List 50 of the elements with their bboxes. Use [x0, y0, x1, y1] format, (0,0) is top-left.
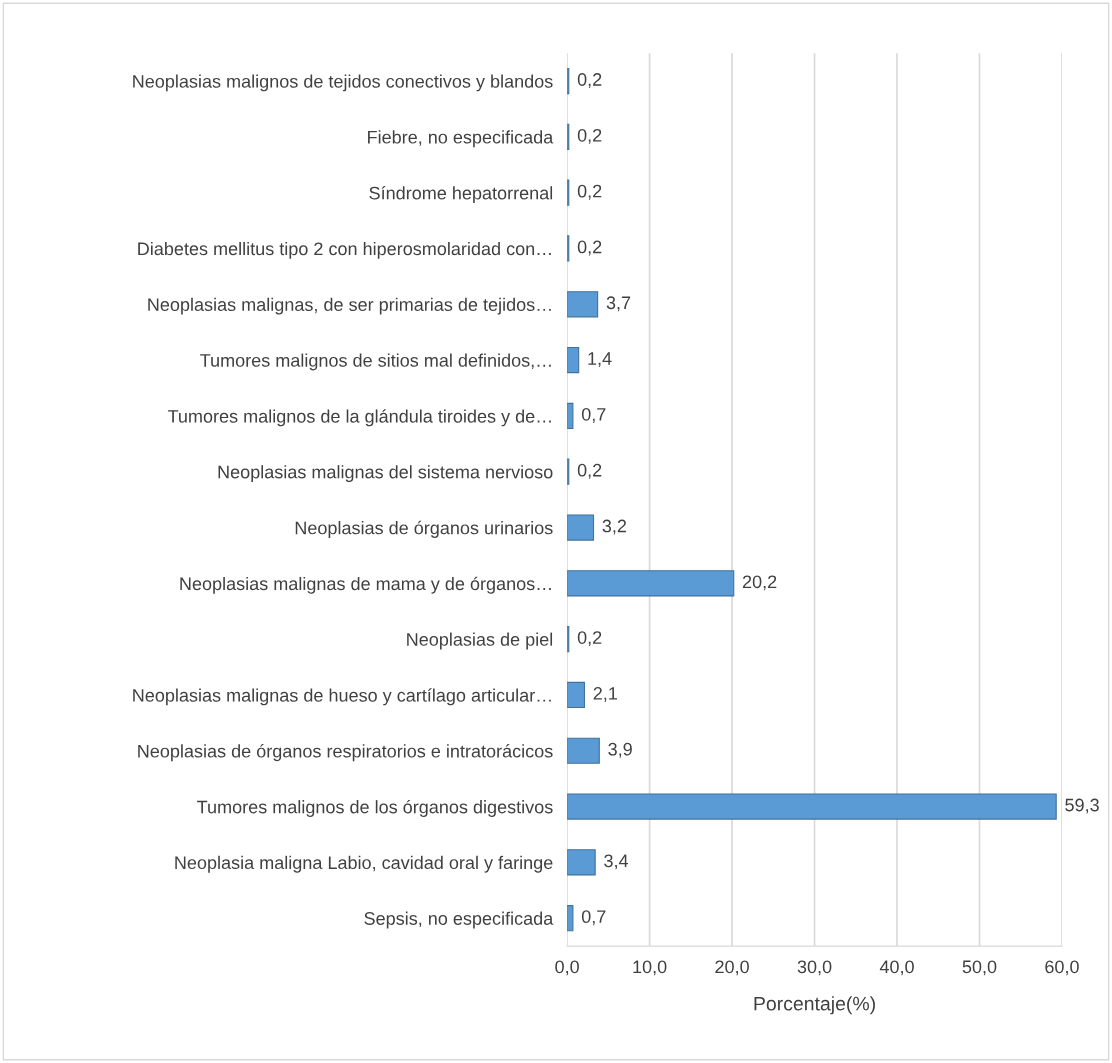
bar — [567, 402, 574, 430]
y-tick-label: Neoplasias de órganos respiratorios e intratorácicos — [138, 744, 553, 762]
x-tick-label: 40,0 — [879, 960, 914, 976]
bar — [567, 849, 596, 876]
x-tick-label: 10,0 — [633, 960, 667, 976]
data-label: 1,4 — [588, 352, 612, 368]
y-tick-label: Síndrome hepatorrenal — [369, 186, 553, 204]
bar — [567, 905, 574, 932]
data-label: 0,2 — [577, 73, 602, 89]
y-tick-label: Neoplasias de piel — [407, 632, 553, 650]
x-tick-label: 0,0 — [555, 960, 579, 976]
data-label: 2,1 — [593, 687, 617, 702]
y-tick-label: Neoplasias de órganos urinarios — [295, 520, 553, 538]
y-tick-label: Tumores malignos de la glándula tiroides y de… — [167, 409, 551, 427]
data-label: 3,7 — [606, 296, 631, 312]
data-label: 0,7 — [581, 910, 606, 926]
x-tick-label: 30,0 — [797, 960, 832, 976]
y-tick-label: Neoplasias malignos de tejidos conectivos y blandos — [133, 74, 553, 92]
data-label: 3,9 — [608, 742, 632, 758]
y-tick-label: Neoplasias malignas de mama y de órganos… — [180, 576, 551, 594]
y-tick-label: Neoplasias malignas del sistema nervioso — [218, 465, 553, 482]
bar — [567, 291, 599, 318]
y-tick-label: Neoplasias malignas, de ser primarias de tejidos… — [148, 297, 551, 315]
data-label: 0,2 — [577, 128, 602, 144]
y-tick-label: Tumores malignos de sitios mal definidos,… — [200, 353, 551, 371]
data-label: 3,2 — [602, 519, 627, 535]
data-label: 0,2 — [577, 631, 602, 647]
bar — [567, 570, 735, 597]
bar — [567, 681, 585, 709]
y-tick-label: Neoplasias malignas de hueso y cartílago articular… — [133, 688, 551, 706]
y-tick-label: Sepsis, no especificada — [364, 911, 554, 929]
data-label: 20,2 — [742, 575, 777, 591]
bar — [567, 514, 595, 541]
y-tick-label: Neoplasia maligna Labio, cavidad oral y faringe — [175, 855, 553, 873]
x-tick-label: 20,0 — [715, 960, 749, 976]
data-label: 59,3 — [1065, 798, 1099, 814]
data-label: 3,4 — [604, 854, 629, 870]
bar — [567, 737, 600, 764]
y-tick-label: Tumores malignos de los órganos digestivos — [197, 799, 553, 817]
x-axis-title: Porcentaje(%) — [754, 996, 875, 1015]
x-tick-label: 60,0 — [1045, 960, 1079, 976]
x-tick-label: 50,0 — [962, 960, 997, 976]
data-label: 0,2 — [577, 240, 602, 256]
y-tick-label: Fiebre, no especificada — [368, 130, 554, 148]
y-tick-label: Diabetes mellitus tipo 2 con hiperosmolaridad con… — [138, 241, 551, 259]
data-label: 0,2 — [577, 184, 602, 200]
data-label: 0,7 — [581, 407, 606, 423]
data-label: 0,2 — [577, 463, 602, 479]
bar — [567, 346, 580, 374]
bar — [567, 793, 1057, 820]
